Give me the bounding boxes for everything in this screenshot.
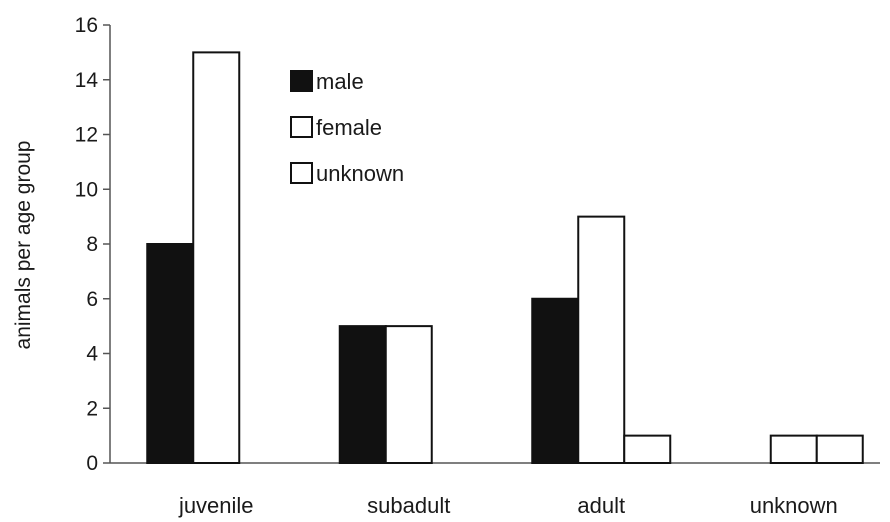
legend-label-male: male — [316, 69, 364, 94]
bar-male-subadult — [338, 325, 387, 464]
y-tick-label: 14 — [75, 69, 99, 92]
x-tick-label-unknown: unknown — [750, 493, 838, 518]
y-tick-label: 0 — [86, 452, 98, 475]
y-tick-label: 2 — [86, 397, 98, 420]
y-tick-label: 6 — [86, 288, 98, 311]
x-tick-label-subadult: subadult — [367, 493, 450, 518]
legend-label-unknown: unknown — [316, 161, 404, 186]
bar-unknown-unknown — [815, 434, 864, 464]
bar-male-juvenile — [146, 243, 195, 464]
x-axis: juvenile subadult adult unknown — [110, 462, 880, 518]
legend-swatch-unknown — [290, 162, 313, 184]
legend-swatch-male — [290, 70, 313, 92]
legend-label-female: female — [316, 115, 382, 140]
bar-female-adult — [577, 215, 626, 464]
x-tick-label-adult: adult — [577, 493, 625, 518]
y-tick-label: 16 — [75, 14, 98, 37]
legend-swatch-female — [290, 116, 313, 138]
bar-male-adult — [531, 297, 580, 464]
y-axis-label: animals per age group — [12, 141, 35, 350]
y-tick-label: 8 — [86, 233, 98, 256]
bar-female-unknown — [769, 434, 818, 464]
y-tick-label: 4 — [86, 343, 98, 366]
y-axis: 0 2 4 6 8 10 12 14 16 — [75, 14, 111, 475]
bar-female-juvenile — [192, 51, 241, 464]
bar-female-subadult — [384, 325, 433, 464]
y-tick-label: 12 — [75, 124, 98, 147]
y-tick-label: 10 — [75, 178, 98, 201]
x-tick-label-juvenile: juvenile — [178, 493, 254, 518]
bar-unknown-adult — [623, 434, 672, 464]
bars — [146, 51, 864, 464]
legend: male female unknown — [290, 69, 404, 186]
